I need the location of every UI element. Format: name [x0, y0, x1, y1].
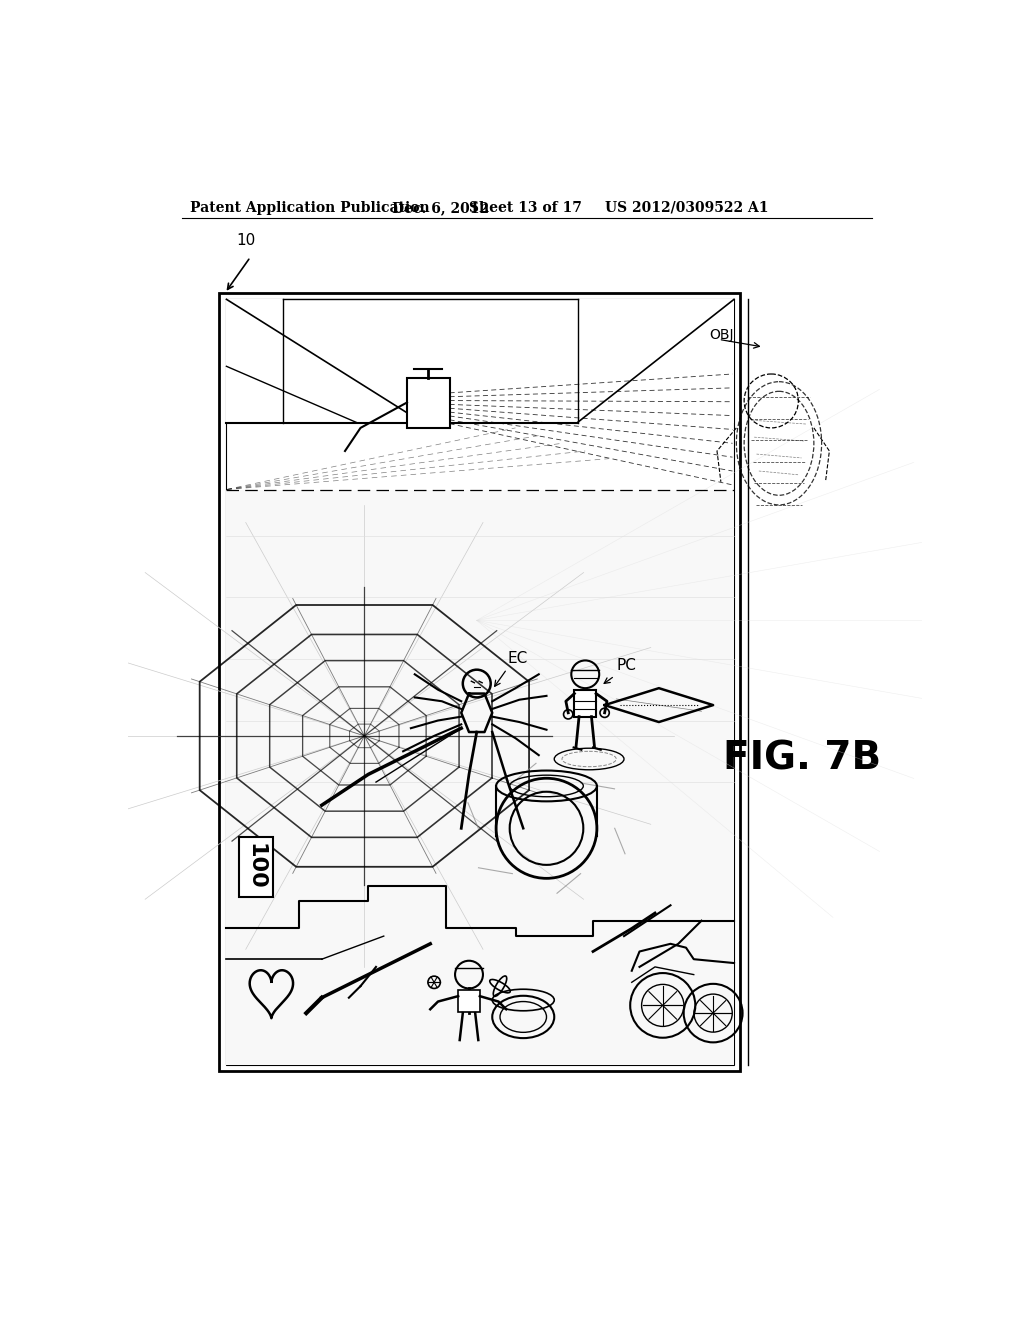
Text: US 2012/0309522 A1: US 2012/0309522 A1	[604, 201, 768, 215]
Bar	[407, 378, 450, 428]
Text: Dec. 6, 2012: Dec. 6, 2012	[391, 201, 488, 215]
Bar	[458, 990, 480, 1011]
Bar	[574, 689, 596, 717]
Text: EC: EC	[508, 651, 528, 665]
Bar	[219, 293, 740, 1071]
Bar	[226, 490, 734, 1065]
Text: PC: PC	[616, 659, 636, 673]
Text: 100: 100	[246, 843, 266, 890]
Bar	[226, 300, 734, 422]
Text: FIG. 7B: FIG. 7B	[723, 741, 882, 777]
Text: Sheet 13 of 17: Sheet 13 of 17	[469, 201, 582, 215]
Text: Patent Application Publication: Patent Application Publication	[190, 201, 430, 215]
Text: 10: 10	[237, 234, 256, 248]
Text: OBJ: OBJ	[710, 327, 734, 342]
Bar	[226, 300, 734, 1065]
